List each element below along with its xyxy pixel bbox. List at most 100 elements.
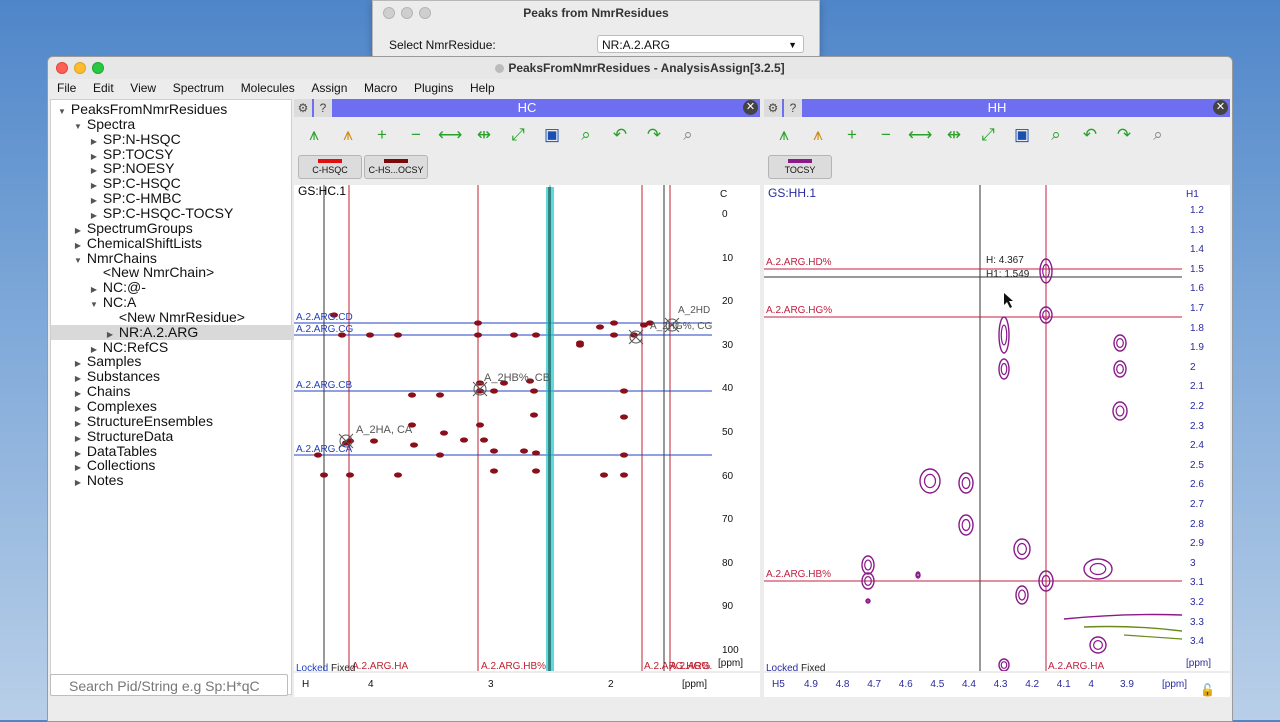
tree-item[interactable]: ▶ SP:NOESY xyxy=(51,161,329,176)
nmr-residue-select[interactable]: NR:A.2.ARG ▼ xyxy=(597,35,804,53)
triangle-right-icon[interactable]: ▶ xyxy=(90,166,98,176)
close-icon[interactable]: ✕ xyxy=(1213,100,1228,115)
triangle-right-icon[interactable]: ▶ xyxy=(74,478,82,488)
triangle-right-icon[interactable]: ▶ xyxy=(90,196,98,206)
tree-item[interactable]: ▶ DataTables xyxy=(51,443,313,459)
tree-item[interactable]: ▶ Complexes xyxy=(51,399,313,414)
tree-item[interactable]: <New NmrResidue> xyxy=(51,309,345,325)
gear-icon[interactable]: ⚙ xyxy=(294,99,312,117)
triangle-down-icon[interactable]: ▼ xyxy=(90,300,98,310)
triangle-down-icon[interactable]: ▼ xyxy=(74,121,82,131)
menu-plugins[interactable]: Plugins xyxy=(413,81,454,95)
tree-item[interactable]: ▶ Notes xyxy=(51,473,313,488)
contract-x-icon[interactable]: ⇹ xyxy=(476,125,492,144)
triangle-right-icon[interactable]: ▶ xyxy=(74,404,82,413)
hc-contour-plot[interactable]: GS:HC.1 A.2.ARG.CDA.2.ARG.CG A.2.ARG.CB A.2… xyxy=(294,185,712,671)
triangle-right-icon[interactable]: ▶ xyxy=(90,181,98,191)
tree-item[interactable]: ▼ Spectra xyxy=(51,116,313,132)
tree-item[interactable]: ▶ SpectrumGroups xyxy=(51,220,313,236)
tree-item[interactable]: ▶ Substances xyxy=(51,369,313,384)
add-contour-icon[interactable]: + xyxy=(377,125,387,144)
help-icon[interactable]: ? xyxy=(784,99,802,117)
triangle-right-icon[interactable]: ▶ xyxy=(74,433,82,443)
zoom-out-icon[interactable]: ⌕ xyxy=(1153,125,1163,144)
add-contour-icon[interactable]: + xyxy=(847,125,857,144)
triangle-right-icon[interactable]: ▶ xyxy=(74,240,82,250)
dialog-minimize-button[interactable] xyxy=(401,7,413,19)
tree-item[interactable]: ▶ Chains xyxy=(51,384,313,399)
menu-macro[interactable]: Macro xyxy=(364,81,398,95)
menu-assign[interactable]: Assign xyxy=(311,81,348,95)
tree-item[interactable]: ▼ NmrChains xyxy=(51,250,313,266)
contract-x-icon[interactable]: ⇹ xyxy=(946,125,962,144)
tree-item[interactable]: ▶ NC:RefCS xyxy=(51,339,329,355)
spectrum-toggle-chsqc-tocsy[interactable]: C-HS...OCSY xyxy=(364,155,428,179)
save-icon[interactable]: ▣ xyxy=(543,125,561,144)
menu-molecules[interactable]: Molecules xyxy=(240,81,295,95)
triangle-right-icon[interactable]: ▶ xyxy=(74,374,82,384)
window-minimize-button[interactable] xyxy=(74,62,86,74)
tree-item[interactable]: ▶ Collections xyxy=(51,458,313,473)
search-input[interactable]: Search Pid/String e.g Sp:H*qC xyxy=(50,674,288,696)
peak-pick-icon[interactable]: ⩚ xyxy=(309,125,319,144)
triangle-right-icon[interactable]: ▶ xyxy=(90,344,98,354)
triangle-right-icon[interactable]: ▶ xyxy=(74,359,82,369)
tree-item[interactable]: ▶ Samples xyxy=(51,354,313,369)
peak-pick-icon[interactable]: ⩚ xyxy=(779,125,789,144)
peak-pick-alt-icon[interactable]: ⩚ xyxy=(343,125,353,144)
tree-item[interactable]: ▶ ChemicalShiftLists xyxy=(51,235,313,251)
menu-edit[interactable]: Edit xyxy=(92,81,114,95)
triangle-right-icon[interactable]: ▶ xyxy=(74,448,82,458)
remove-contour-icon[interactable]: − xyxy=(881,125,891,144)
spectrum-toggle-chsqc[interactable]: C-HSQC xyxy=(298,155,362,179)
zoom-fit-icon[interactable]: ⤢ xyxy=(511,125,525,144)
tree-item[interactable]: <New NmrChain> xyxy=(51,265,329,280)
zoom-in-icon[interactable]: ⌕ xyxy=(1051,125,1061,144)
hh-contour-plot[interactable]: GS:HH.1 A.2.ARG.HD% A.2.ARG.HG% A.2.ARG.HB%… xyxy=(764,185,1182,671)
save-icon[interactable]: ▣ xyxy=(1013,125,1031,144)
help-icon[interactable]: ? xyxy=(314,99,332,117)
tree-item[interactable]: ▶ NR:A.2.ARG xyxy=(51,324,345,340)
triangle-right-icon[interactable]: ▶ xyxy=(106,329,114,339)
triangle-right-icon[interactable]: ▶ xyxy=(90,285,98,295)
triangle-right-icon[interactable]: ▶ xyxy=(74,389,82,399)
dialog-close-button[interactable] xyxy=(383,7,395,19)
tree-item[interactable]: ▶ NC:@- xyxy=(51,280,329,295)
menu-view[interactable]: View xyxy=(130,81,157,95)
close-icon[interactable]: ✕ xyxy=(743,100,758,115)
triangle-down-icon[interactable]: ▼ xyxy=(74,255,82,265)
tree-item[interactable]: ▶ SP:C-HSQC-TOCSY xyxy=(51,205,329,221)
expand-x-icon[interactable]: ⟷ xyxy=(908,125,933,144)
spectrum-toggle-tocsy[interactable]: TOCSY xyxy=(768,155,832,179)
undo-zoom-icon[interactable]: ↶ xyxy=(1082,125,1098,144)
triangle-right-icon[interactable]: ▶ xyxy=(90,210,98,220)
zoom-in-icon[interactable]: ⌕ xyxy=(581,125,591,144)
dialog-zoom-button[interactable] xyxy=(419,7,431,19)
redo-zoom-icon[interactable]: ↷ xyxy=(1116,125,1132,144)
tree-item[interactable]: ▶ SP:N-HSQC xyxy=(51,131,329,147)
triangle-right-icon[interactable]: ▶ xyxy=(90,151,98,161)
tree-item[interactable]: ▶ StructureEnsembles xyxy=(51,413,313,429)
lock-icon[interactable]: 🔓 xyxy=(1200,683,1215,697)
undo-zoom-icon[interactable]: ↶ xyxy=(612,125,628,144)
tree-item[interactable]: ▶ SP:C-HMBC xyxy=(51,191,329,206)
zoom-out-icon[interactable]: ⌕ xyxy=(683,125,693,144)
triangle-right-icon[interactable]: ▶ xyxy=(74,225,82,235)
triangle-right-icon[interactable]: ▶ xyxy=(74,418,82,428)
peak-pick-alt-icon[interactable]: ⩚ xyxy=(813,125,823,144)
menu-file[interactable]: File xyxy=(57,81,77,95)
tree-item[interactable]: ▼ PeaksFromNmrResidues xyxy=(51,102,297,117)
remove-contour-icon[interactable]: − xyxy=(411,125,421,144)
redo-zoom-icon[interactable]: ↷ xyxy=(646,125,662,144)
triangle-right-icon[interactable]: ▶ xyxy=(90,136,98,146)
tree-item[interactable]: ▶ SP:C-HSQC xyxy=(51,176,329,191)
menu-help[interactable]: Help xyxy=(469,81,495,95)
zoom-fit-icon[interactable]: ⤢ xyxy=(981,125,995,144)
menu-spectrum[interactable]: Spectrum xyxy=(172,81,225,95)
window-close-button[interactable] xyxy=(56,62,68,74)
triangle-right-icon[interactable]: ▶ xyxy=(74,463,82,473)
window-zoom-button[interactable] xyxy=(92,62,104,74)
tree-item[interactable]: ▶ StructureData xyxy=(51,428,313,444)
tree-item[interactable]: ▼ NC:A xyxy=(51,295,329,310)
triangle-down-icon[interactable]: ▼ xyxy=(58,107,66,116)
